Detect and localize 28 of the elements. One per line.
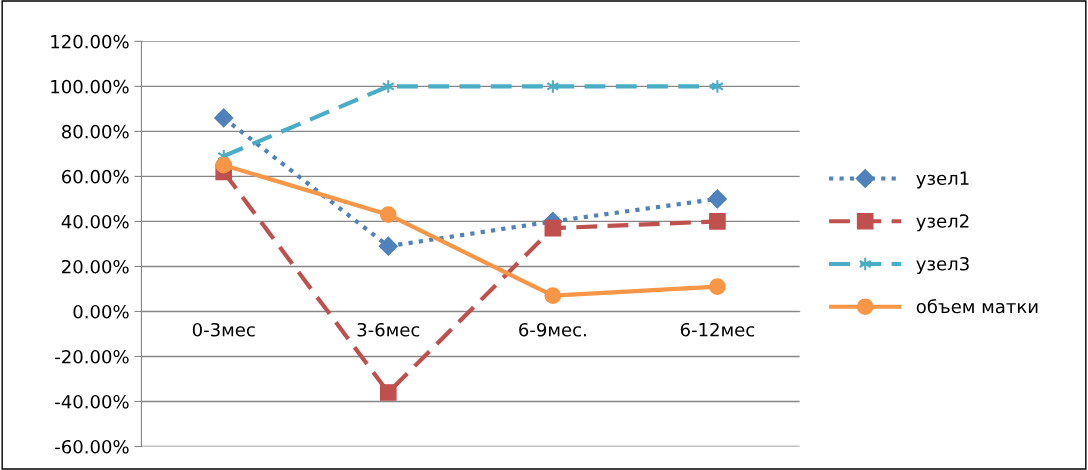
y-tick-label: 0.00% [73,304,129,319]
legend-label: узел3 [916,256,969,275]
legend-label: узел1 [916,171,969,189]
y-tick-label: 80.00% [62,124,129,139]
point [379,384,397,401]
y-tick-label: -60.00% [55,439,129,454]
point [544,287,562,305]
point [379,206,397,224]
legend-label: узел2 [916,214,969,232]
legend-label: объем матки [916,299,1038,314]
x-tick-label: 6-12мес [680,322,755,337]
point [707,189,727,209]
point [709,278,726,296]
x-tick-label: 3-6мес [357,322,420,337]
point [709,213,726,230]
point [214,108,234,128]
y-tick-label: 20.00% [62,259,129,274]
y-tick-label: 100.00% [51,79,129,94]
y-tick-label: -20.00% [55,349,129,364]
y-tick-label: 120.00% [51,34,129,49]
y-tick-label: 60.00% [62,169,129,184]
point [544,219,562,237]
x-tick-label: 6-9мес. [519,322,586,337]
x-tick-label: 0-3мес [192,322,255,337]
point [378,236,398,256]
point [215,156,233,174]
y-tick-label: -40.00% [55,394,129,409]
y-tick-label: 40.00% [61,214,129,229]
